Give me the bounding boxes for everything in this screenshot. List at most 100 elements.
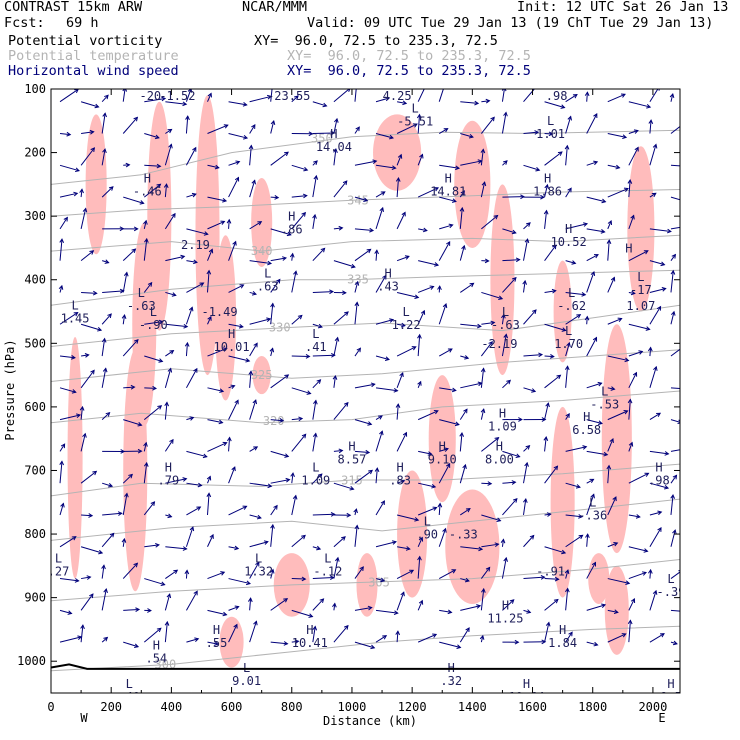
wind-vector-shaft bbox=[544, 437, 547, 452]
wind-vector-head bbox=[243, 134, 249, 140]
wind-vector-shaft bbox=[165, 569, 178, 579]
wind-vector-shaft bbox=[460, 323, 481, 327]
wind-vector-shaft bbox=[81, 291, 97, 294]
extremum-marker-33: H bbox=[348, 440, 355, 454]
wind-vector-head bbox=[544, 183, 550, 189]
wind-vector-shaft bbox=[185, 570, 188, 579]
wind-vector-head bbox=[400, 479, 406, 485]
wind-vector-shaft bbox=[544, 546, 566, 554]
wind-vector-head bbox=[418, 536, 424, 542]
wind-vector-head bbox=[446, 462, 451, 468]
wind-vector-head bbox=[515, 453, 521, 458]
wind-vector-shaft bbox=[565, 94, 578, 103]
wind-vector-shaft bbox=[460, 508, 471, 516]
wind-vector-head bbox=[389, 318, 395, 323]
wind-vector-shaft bbox=[122, 117, 138, 134]
wind-vector-shaft bbox=[502, 277, 517, 293]
wind-vector-head bbox=[353, 508, 358, 514]
wind-vector-head bbox=[90, 369, 95, 375]
wind-vector-shaft bbox=[607, 277, 615, 293]
wind-vector-shaft bbox=[144, 578, 165, 586]
wind-vector-shaft bbox=[417, 334, 421, 357]
wind-vector-shaft bbox=[544, 355, 554, 358]
wind-vector-layer bbox=[58, 89, 680, 650]
forecast-label: Fcst: bbox=[4, 15, 45, 31]
wind-vector-head bbox=[648, 568, 653, 574]
wind-vector-head bbox=[368, 469, 374, 475]
wind-vector-shaft bbox=[101, 637, 108, 643]
wind-vector-head bbox=[434, 262, 440, 267]
extremum-marker-52: H bbox=[153, 639, 160, 653]
wind-vector-head bbox=[480, 408, 486, 414]
wind-vector-head bbox=[627, 179, 633, 184]
wind-vector-head bbox=[242, 505, 248, 510]
wind-vector-shaft bbox=[354, 566, 364, 579]
wind-vector-head bbox=[672, 529, 677, 535]
wind-vector-head bbox=[156, 163, 162, 169]
wind-vector-shaft bbox=[270, 598, 288, 611]
wind-vector-head bbox=[234, 176, 240, 182]
wind-vector-head bbox=[154, 134, 160, 140]
wind-vector-shaft bbox=[438, 241, 451, 261]
wind-vector-head bbox=[290, 472, 295, 478]
wind-vector-shaft bbox=[164, 144, 172, 166]
extremum-marker-35: H bbox=[496, 440, 503, 454]
wind-vector-shaft bbox=[649, 306, 661, 325]
wind-vector-shaft bbox=[143, 501, 155, 516]
wind-vector-shaft bbox=[143, 238, 148, 261]
wind-vector-shaft bbox=[312, 175, 317, 198]
wind-vector-head bbox=[583, 222, 589, 227]
wind-vector-shaft bbox=[607, 220, 612, 230]
wind-vector-head bbox=[451, 387, 457, 393]
wind-vector-shaft bbox=[628, 215, 635, 230]
wind-vector-head bbox=[593, 160, 599, 166]
extremum-marker-12: H bbox=[565, 222, 572, 236]
y-axis-label: Pressure (hPa) bbox=[3, 339, 17, 440]
wind-vector-shaft bbox=[291, 164, 308, 171]
wind-vector-head bbox=[344, 624, 349, 630]
wind-vector-shaft bbox=[333, 402, 349, 420]
wind-vector-head bbox=[623, 410, 629, 415]
wind-vector-shaft bbox=[270, 89, 273, 102]
wind-vector-head bbox=[437, 285, 442, 291]
extremum-marker-15: L bbox=[264, 267, 271, 281]
wind-vector-head bbox=[565, 587, 570, 593]
wind-vector-shaft bbox=[249, 180, 256, 198]
wind-vector-shaft bbox=[565, 314, 581, 325]
wind-vector-shaft bbox=[375, 250, 378, 261]
wind-vector-shaft bbox=[249, 343, 258, 357]
wind-vector-head bbox=[469, 282, 475, 288]
wind-vector-shaft bbox=[439, 387, 456, 391]
wind-vector-head bbox=[671, 253, 677, 259]
wind-vector-head bbox=[316, 545, 322, 551]
wind-vector-head bbox=[433, 409, 439, 415]
wind-vector-head bbox=[343, 401, 349, 407]
wind-vector-head bbox=[97, 327, 103, 332]
wind-vector-head bbox=[301, 211, 306, 217]
wind-vector-head bbox=[130, 384, 136, 390]
wind-vector-head bbox=[346, 89, 351, 93]
wind-vector-shaft bbox=[501, 334, 507, 357]
wind-vector-shaft bbox=[480, 409, 485, 420]
wind-vector-shaft bbox=[165, 478, 187, 484]
wind-vector-shaft bbox=[418, 228, 427, 232]
wind-vector-head bbox=[524, 238, 530, 244]
wind-vector-head bbox=[476, 323, 482, 329]
wind-vector-head bbox=[414, 294, 420, 300]
wind-vector-shaft bbox=[607, 465, 610, 484]
wind-vector-head bbox=[284, 151, 289, 157]
wind-vector-head bbox=[102, 148, 107, 154]
wind-vector-head bbox=[80, 624, 85, 630]
wind-vector-head bbox=[131, 248, 137, 254]
wind-vector-shaft bbox=[544, 184, 548, 198]
wind-vector-shaft bbox=[628, 323, 650, 330]
wind-vector-shaft bbox=[523, 89, 535, 103]
wind-vector-head bbox=[630, 214, 635, 220]
wind-vector-head bbox=[74, 578, 80, 583]
extremum-value-46: .27 bbox=[48, 565, 70, 579]
wind-vector-shaft bbox=[375, 97, 390, 103]
theta-contour-335 bbox=[51, 269, 680, 306]
wind-vector-head bbox=[76, 413, 82, 418]
wind-vector-shaft bbox=[101, 186, 114, 198]
wind-vector-shaft bbox=[586, 92, 588, 102]
